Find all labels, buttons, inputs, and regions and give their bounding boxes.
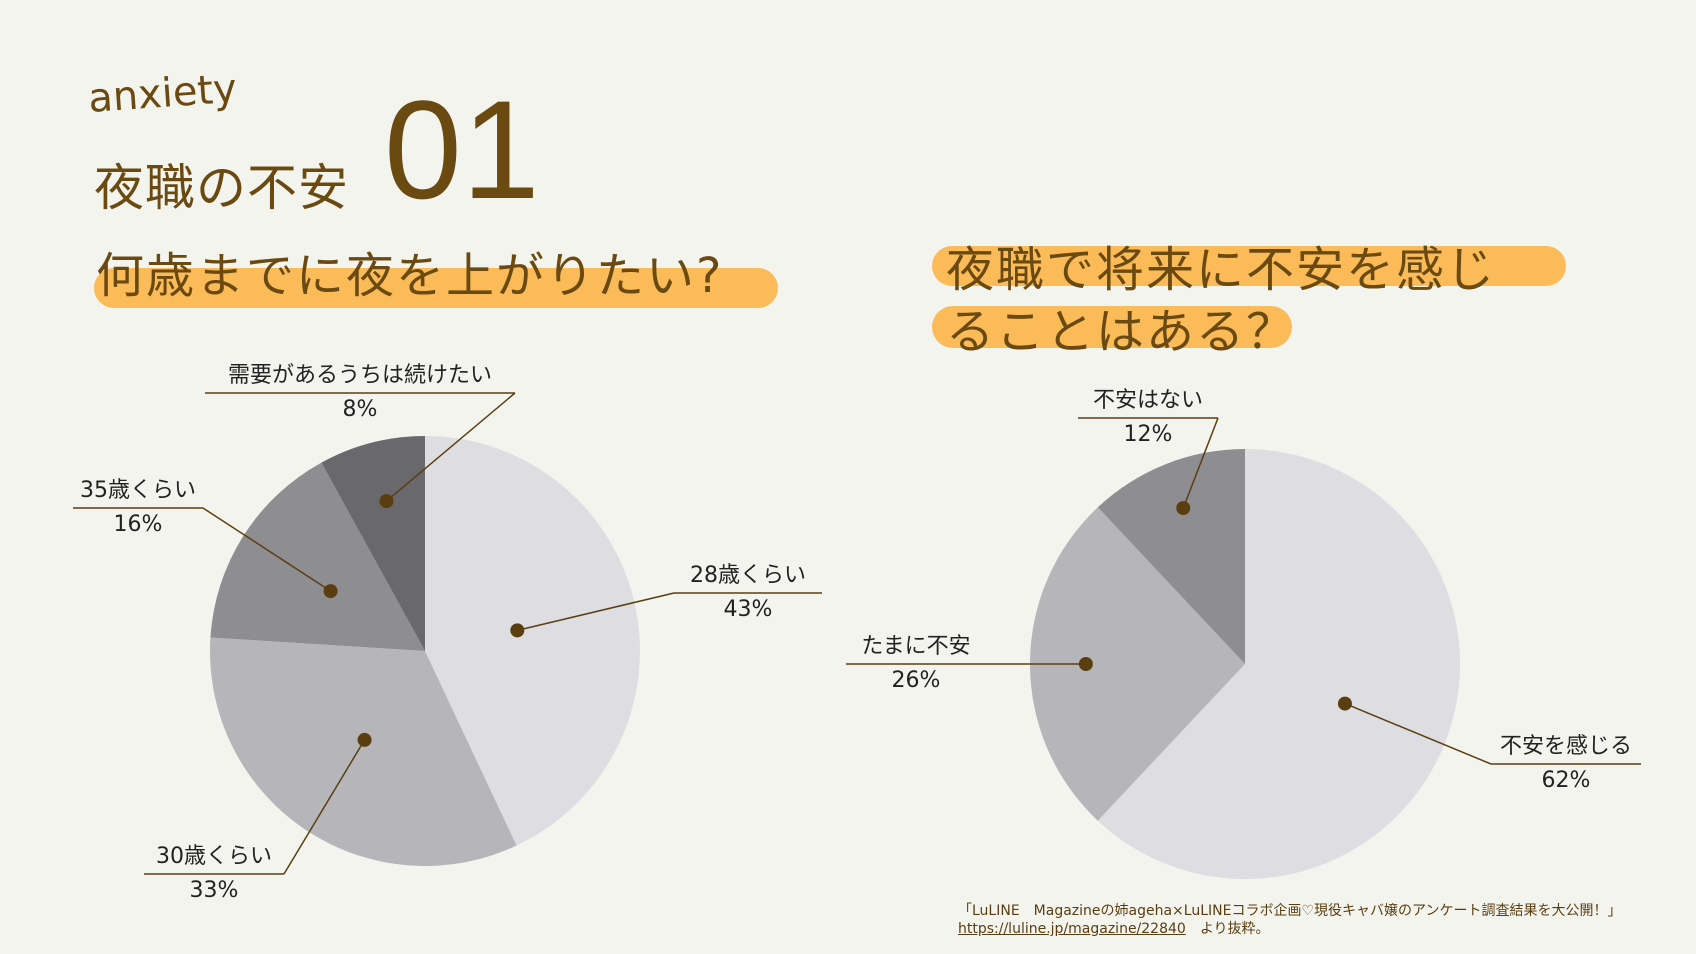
pie2-slice-0: [1097, 449, 1460, 880]
chart2-title-line2: ることはある？: [946, 304, 1297, 360]
pie1-slice-value-2: 16%: [113, 512, 163, 537]
source-text: 「LuLINE Magazineの姉ageha×LuLINEコラボ企画♡現役キャ…: [958, 903, 1622, 919]
source-suffix: より抜粋。: [1185, 921, 1270, 937]
pie2-slice-1: [1030, 507, 1245, 821]
pie1-leader-0: [517, 592, 675, 632]
pie2-slice-value-0: 62%: [1541, 768, 1591, 793]
pie2-slice-2: [1097, 449, 1245, 664]
pie1-dot-1: [357, 732, 372, 747]
pie2-leader-0: [1344, 702, 1492, 765]
pie2-slice-value-2: 12%: [1123, 422, 1173, 447]
pie1-slice-2: [210, 462, 425, 651]
pie1-slice-label-3: 需要があるうちは続けたい: [227, 363, 492, 388]
title-highlight-right-1: [932, 246, 1566, 286]
chart2-title-line1: 夜職で将来に不安を感じ: [946, 242, 1497, 298]
pie1-slice-value-3: 8%: [342, 397, 378, 422]
pie2-slice-label-1: たまに不安: [861, 634, 971, 659]
pie2-slice-label-2: 不安はない: [1092, 388, 1203, 413]
pie1-slice-label-2: 35歳くらい: [80, 478, 196, 503]
pie2-dot-0: [1337, 696, 1352, 711]
leader-lines: [73, 392, 1641, 875]
pie1-dot-0: [510, 623, 525, 638]
pie1-leader-3: [386, 392, 516, 502]
pie2-dot-1: [1078, 657, 1093, 671]
pie1-slice-label-1: 30歳くらい: [156, 844, 272, 869]
pie1-slice-1: [209, 637, 517, 867]
section-number: 01: [384, 71, 540, 228]
pie1-slice-value-0: 43%: [723, 597, 773, 622]
pie2-slice-label-0: 不安を感じる: [1499, 734, 1632, 759]
pie-chart-2: [1030, 449, 1460, 880]
source-link[interactable]: https://luline.jp/magazine/22840: [958, 921, 1186, 937]
page-subtitle: 夜職の不安: [94, 159, 349, 217]
pie-chart-1: [209, 436, 641, 867]
chart1-title: 何歳までに夜を上がりたい?: [96, 248, 724, 304]
pie1-leader-2: [202, 507, 332, 592]
pie2-slice-value-1: 26%: [891, 668, 941, 693]
pie1-slice-label-0: 28歳くらい: [690, 563, 806, 588]
pie1-dot-2: [323, 584, 338, 599]
pie1-slice-value-1: 33%: [189, 878, 239, 903]
title-highlight-right-2: [932, 306, 1292, 348]
pie2-leader-2: [1182, 417, 1219, 509]
pie1-dot-3: [379, 494, 394, 509]
source-note: 「LuLINE Magazineの姉ageha×LuLINEコラボ企画♡現役キャ…: [958, 902, 1621, 938]
title-highlight-left: [94, 268, 778, 308]
pie1-slice-0: [425, 436, 641, 846]
pie1-leader-1: [283, 739, 366, 875]
pie2-dot-2: [1176, 501, 1191, 516]
